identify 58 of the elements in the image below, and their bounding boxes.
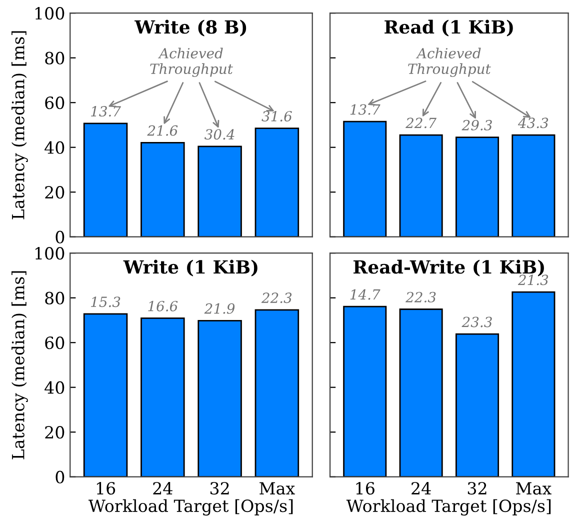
bar [399,308,443,477]
annotation: 15.3 [91,296,120,308]
annotation: 21.3 [518,274,548,286]
y-tick-label: 40 [44,141,64,154]
annotation: 21.9 [204,303,235,314]
y-tick-label: 80 [45,292,64,304]
annotation: 14.7 [350,289,380,300]
annotation: 23.3 [462,316,492,328]
annotation: 22.7 [406,118,437,128]
x-tick-label: 16 [96,482,116,495]
chart-title: Read-Write (1 KiB) [354,260,544,276]
y-tick-label: 100 [35,7,64,20]
bar [455,333,500,477]
x-tick-label: 24 [412,482,431,494]
annotation: Achieved Throughput [150,48,233,77]
bar [198,320,242,477]
bar [140,142,185,237]
annotation: 31.6 [262,110,292,122]
y-axis-title: Latency (median) [ms] [12,31,28,220]
x-axis-title: Workload Target [Ops/s] [346,499,551,516]
annotation: 22.3 [406,292,436,302]
bar [140,318,185,477]
annotation: 29.3 [462,120,492,130]
y-tick-label: 60 [45,96,64,110]
bar [254,309,300,477]
y-tick-label: 100 [35,247,64,260]
x-tick-label: 32 [468,482,486,495]
bar [83,122,128,237]
annotation: 22.3 [261,292,292,304]
y-tick-label: 60 [45,336,64,350]
x-axis-title: Workload Target [Ops/s] [88,499,293,516]
x-tick-label: 16 [356,482,374,495]
y-tick-label: 20 [45,186,64,199]
y-tick-label: 40 [44,381,64,394]
annotation: 16.6 [148,300,178,312]
x-tick-label: Max [516,482,552,495]
x-tick-label: Max [260,482,295,495]
y-tick-label: 20 [45,426,64,439]
annotation: 43.3 [518,118,548,128]
bar [343,306,387,477]
chart-title: Read (1 KiB) [384,20,513,36]
y-axis-title: Latency (median) [ms] [12,271,28,460]
annotation: 13.7 [350,104,380,115]
annotation: 30.4 [204,129,234,140]
annotation: 21.6 [147,125,178,136]
y-tick-label: 0 [56,230,64,244]
bar [83,313,128,477]
annotation: Achieved Throughput [408,48,491,77]
y-tick-label: 80 [45,52,64,64]
annotation: 13.7 [91,106,121,117]
bar [198,146,242,237]
bar [254,128,300,237]
x-tick-label: 32 [210,482,229,495]
chart-title: Write (8 B) [134,20,246,36]
bar [512,291,556,477]
chart-title: Write (1 KiB) [123,260,258,276]
x-tick-label: 24 [153,482,172,494]
y-tick-label: 0 [56,470,64,484]
